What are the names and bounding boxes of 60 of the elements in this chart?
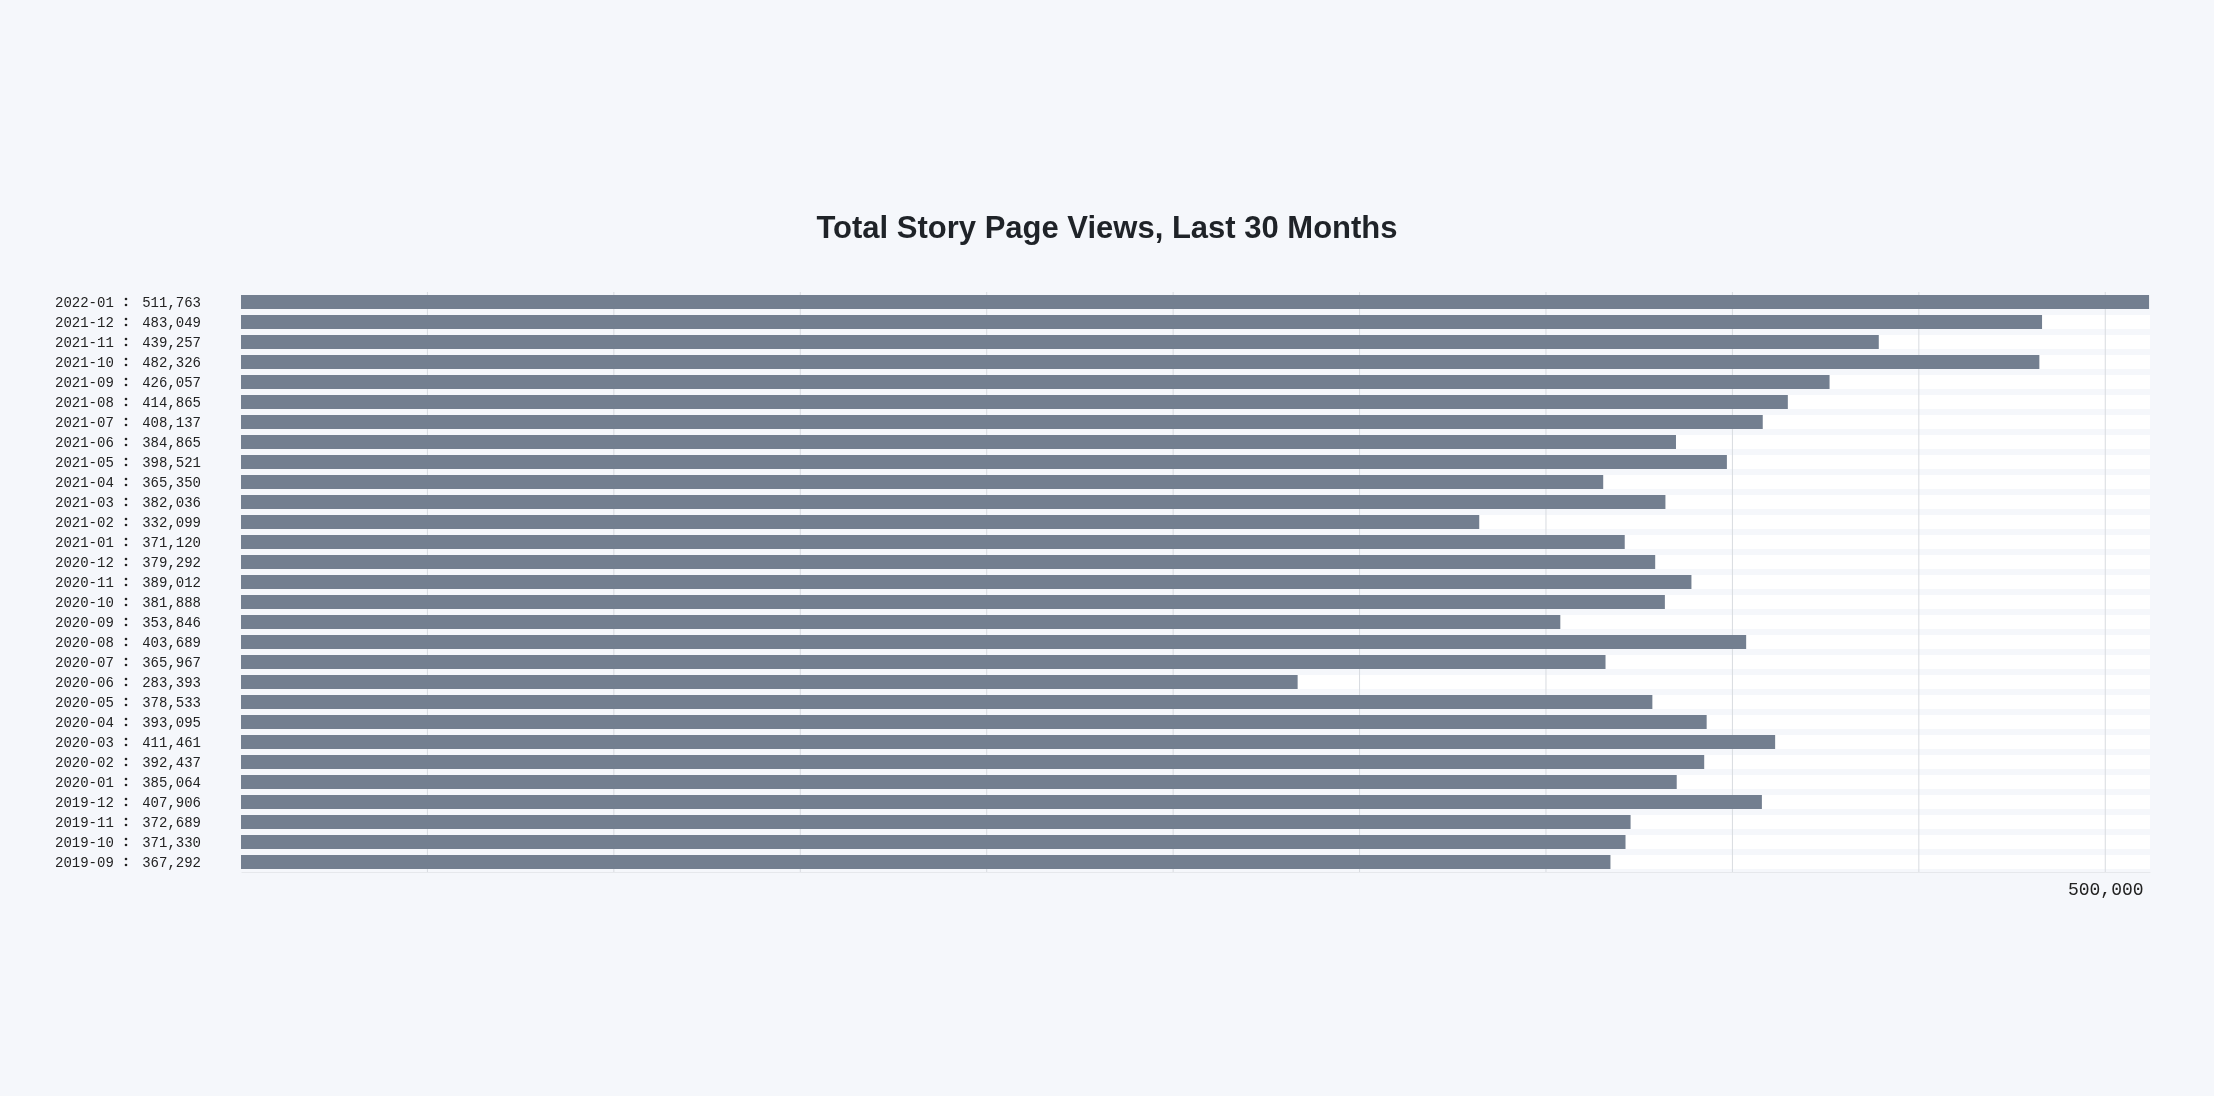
data-label: 379,292	[142, 554, 201, 571]
y-tick-label: 2020-07	[55, 654, 114, 671]
data-label: 403,689	[142, 634, 201, 651]
data-label: 381,888	[142, 594, 201, 611]
y-tick-label: 2021-03	[55, 494, 114, 511]
data-label: 408,137	[142, 414, 201, 431]
y-tick-label: 2020-09	[55, 614, 114, 631]
y-tick-label: 2021-05	[55, 454, 114, 471]
y-tick-label: 2021-10	[55, 354, 114, 371]
y-tick-label: 2020-10	[55, 594, 114, 611]
data-label: 426,057	[142, 374, 201, 391]
data-label: 283,393	[142, 674, 201, 691]
data-label: 411,461	[142, 734, 201, 751]
y-tick-label: 2021-06	[55, 434, 114, 451]
y-tick-label: 2021-02	[55, 514, 114, 531]
data-label: 393,095	[142, 714, 201, 731]
data-label: 371,120	[142, 534, 201, 551]
y-tick-label: 2020-12	[55, 554, 114, 571]
chart-title: Total Story Page Views, Last 30 Months	[816, 210, 1398, 245]
data-label: 382,036	[142, 494, 201, 511]
y-tick-label: 2019-12	[55, 794, 114, 811]
data-label: 332,099	[142, 514, 201, 531]
y-tick-label: 2021-04	[55, 474, 114, 491]
y-tick-label: 2020-01	[55, 774, 114, 791]
data-label: 439,257	[142, 334, 201, 351]
data-label: 511,763	[142, 294, 201, 311]
data-label: 483,049	[142, 314, 201, 331]
data-label: 398,521	[142, 454, 201, 471]
y-tick-label: 2020-02	[55, 754, 114, 771]
y-tick-label: 2019-09	[55, 854, 114, 871]
data-label: 407,906	[142, 794, 201, 811]
data-label: 392,437	[142, 754, 201, 771]
y-tick-label: 2020-06	[55, 674, 114, 691]
y-tick-label: 2021-07	[55, 414, 114, 431]
data-label: 365,967	[142, 654, 201, 671]
y-tick-label: 2020-08	[55, 634, 114, 651]
data-label: 385,064	[142, 774, 201, 791]
data-label: 378,533	[142, 694, 201, 711]
data-label: 389,012	[142, 574, 201, 591]
data-label: 384,865	[142, 434, 201, 451]
x-tick-label: 500,000	[2067, 879, 2144, 900]
y-tick-label: 2020-04	[55, 714, 114, 731]
y-tick-label: 2020-03	[55, 734, 114, 751]
y-tick-label: 2020-11	[55, 574, 114, 591]
y-tick-label: 2019-10	[55, 834, 114, 851]
data-label: 371,330	[142, 834, 201, 851]
y-tick-label: 2021-11	[55, 334, 114, 351]
y-tick-label: 2021-01	[55, 534, 114, 551]
data-label: 414,865	[142, 394, 201, 411]
data-label: 372,689	[142, 814, 201, 831]
data-label: 482,326	[142, 354, 201, 371]
y-tick-label: 2021-12	[55, 314, 114, 331]
y-tick-label: 2020-05	[55, 694, 114, 711]
y-tick-label: 2019-11	[55, 814, 114, 831]
y-tick-label: 2021-08	[55, 394, 114, 411]
y-tick-label: 2021-09	[55, 374, 114, 391]
y-tick-label: 2022-01	[55, 294, 114, 311]
data-label: 367,292	[142, 854, 201, 871]
data-label: 365,350	[142, 474, 201, 491]
data-label: 353,846	[142, 614, 201, 631]
